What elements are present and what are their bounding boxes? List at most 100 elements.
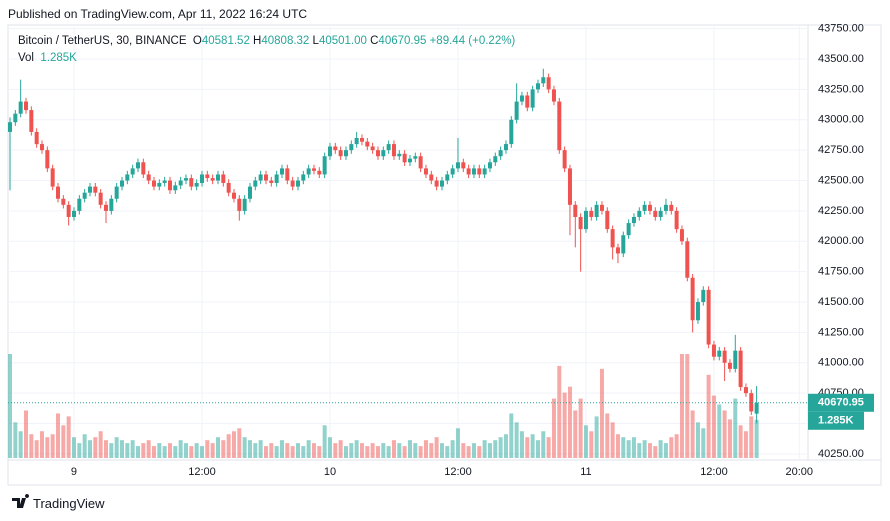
candle-body	[658, 210, 663, 217]
volume-bar	[589, 431, 594, 458]
y-tick-label: 42250.00	[818, 205, 864, 217]
candle-body	[93, 186, 98, 193]
y-tick-label: 41750.00	[818, 266, 864, 278]
candle-body	[194, 182, 199, 187]
volume-bar	[754, 419, 759, 458]
volume-bar	[269, 443, 274, 458]
volume-bar	[391, 440, 396, 458]
candle-body	[573, 204, 578, 217]
volume-bar	[407, 440, 412, 458]
volume-bar	[130, 440, 135, 458]
volume-bar	[519, 431, 524, 458]
legend-label: H	[253, 35, 262, 47]
candle-body	[285, 168, 290, 181]
candle-body	[199, 174, 204, 183]
candle-body	[130, 168, 135, 175]
volume-bar	[18, 431, 23, 458]
candle-body	[594, 204, 599, 217]
candle-body	[535, 83, 540, 90]
volume-bar	[55, 413, 60, 458]
y-tick-label: 40250.00	[818, 448, 864, 460]
volume-bar	[738, 425, 743, 458]
candle-body	[226, 182, 231, 193]
candle-body	[445, 174, 450, 181]
volume-bar	[557, 365, 562, 458]
candle-body	[87, 186, 92, 193]
volume-bar	[466, 446, 471, 458]
candle-body	[674, 210, 679, 230]
volume-bar	[498, 437, 503, 458]
volume-bar	[573, 410, 578, 458]
candle-body	[338, 150, 343, 157]
volume-bar	[285, 443, 290, 458]
candle-body	[301, 174, 306, 181]
last-price-label: 40670.95	[818, 397, 864, 409]
volume-bar	[626, 440, 631, 458]
symbol-title: Bitcoin / TetherUS, 30, BINANCE	[18, 35, 187, 47]
x-tick-label: 12:00	[700, 466, 728, 478]
volume-bar	[535, 440, 540, 458]
volume-bar	[690, 410, 695, 458]
volume-bar	[381, 443, 386, 458]
candle-body	[103, 204, 108, 211]
candle-body	[18, 101, 23, 114]
candle-body	[178, 180, 183, 186]
volume-bar	[610, 422, 615, 458]
volume-bar	[679, 354, 684, 458]
volume-bar	[647, 443, 652, 458]
legend-label: C	[370, 35, 379, 47]
volume-bar	[615, 434, 620, 458]
volume-bar	[226, 434, 231, 458]
volume-legend: Vol 1.285K	[18, 52, 77, 64]
candle-body	[386, 144, 391, 151]
candle-body	[557, 101, 562, 151]
x-tick-label: 12:00	[188, 466, 216, 478]
candle-body	[34, 131, 39, 145]
candle-body	[690, 277, 695, 321]
volume-bar	[567, 386, 572, 458]
candle-body	[365, 141, 370, 147]
brand-name: TradingView	[33, 496, 105, 511]
volume-bar	[279, 440, 284, 458]
volume-bar	[258, 440, 263, 458]
candle-body	[605, 210, 610, 230]
volume-bar	[189, 446, 194, 458]
volume-bar	[461, 443, 466, 458]
y-tick-label: 42500.00	[818, 174, 864, 186]
volume-bar	[685, 354, 690, 458]
candle-body	[50, 168, 55, 187]
candle-body	[418, 156, 423, 169]
volume-bar	[717, 404, 722, 458]
legend-value: 40670.95	[378, 35, 427, 47]
candle-body	[647, 204, 652, 211]
candle-body	[135, 162, 140, 169]
volume-bar	[66, 416, 71, 458]
candle-body	[466, 168, 471, 175]
legend-label: L	[312, 35, 319, 47]
candle-body	[333, 146, 338, 151]
volume-bar	[493, 440, 498, 458]
candle-body	[413, 156, 418, 159]
volume-bar	[706, 374, 711, 458]
candle-body	[637, 210, 642, 217]
candle-body	[685, 241, 690, 278]
y-tick-label: 41500.00	[818, 296, 864, 308]
candle-body	[562, 150, 567, 169]
brand-logo	[12, 494, 30, 508]
volume-bar	[434, 437, 439, 458]
volume-bar	[338, 440, 343, 458]
candle-body	[663, 204, 668, 211]
volume-value: 1.285K	[40, 52, 77, 64]
volume-bar	[674, 434, 679, 458]
candle-body	[525, 95, 530, 108]
candle-body	[546, 77, 551, 90]
candle-body	[29, 110, 34, 132]
candles	[8, 68, 759, 424]
volume-bar	[77, 443, 82, 458]
candle-body	[189, 178, 194, 187]
candle-body	[397, 153, 402, 157]
legend: Bitcoin / TetherUS, 30, BINANCE O40581.5…	[18, 35, 515, 47]
volume-bar	[477, 446, 482, 458]
volume-bar	[530, 434, 535, 458]
candle-body	[306, 168, 311, 175]
